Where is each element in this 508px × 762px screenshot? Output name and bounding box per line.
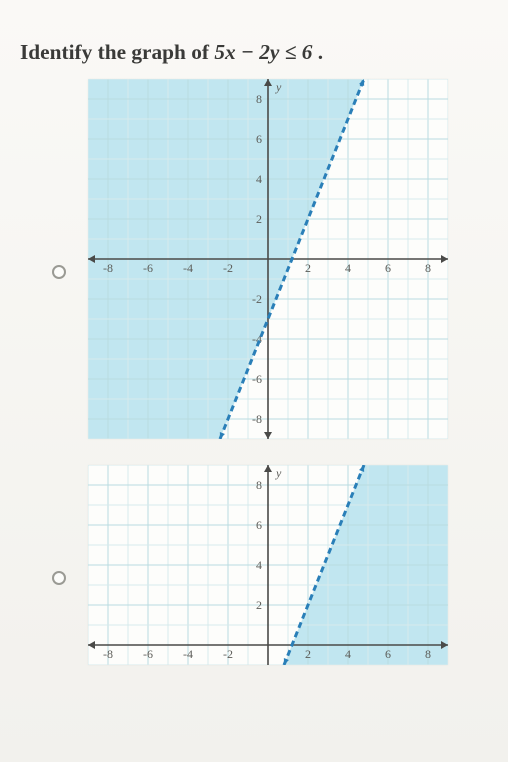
graph-B: y -8 -6 -4 -2 2 4 6 8 8 6 4 2	[88, 465, 448, 665]
svg-text:-6: -6	[143, 261, 153, 275]
svg-text:-2: -2	[252, 292, 262, 306]
graph-wrap-A: y-8-6-4-224688642-2-4-6-8	[88, 79, 448, 439]
svg-text:-4: -4	[183, 647, 193, 661]
svg-text:8: 8	[256, 478, 262, 492]
choices-container: y-8-6-4-224688642-2-4-6-8y-8-6-4-2246886…	[18, 79, 490, 691]
svg-text:6: 6	[256, 518, 262, 532]
graph-wrap-B: y -8 -6 -4 -2 2 4 6 8 8 6 4 2	[88, 465, 448, 665]
svg-text:-4: -4	[183, 261, 193, 275]
question-text: Identify the graph of 5x − 2y ≤ 6 .	[20, 40, 490, 65]
svg-text:y: y	[275, 80, 282, 94]
svg-text:y: y	[275, 466, 282, 480]
choice-row-A: y-8-6-4-224688642-2-4-6-8	[18, 79, 490, 465]
svg-text:-6: -6	[252, 372, 262, 386]
svg-text:6: 6	[256, 132, 262, 146]
toolbar-stub	[18, 12, 490, 32]
svg-text:-8: -8	[103, 261, 113, 275]
graph-A: y-8-6-4-224688642-2-4-6-8	[88, 79, 448, 439]
radio-A[interactable]	[52, 265, 66, 279]
worksheet-page: Identify the graph of 5x − 2y ≤ 6 . y -8 -…	[0, 0, 508, 762]
svg-text:6: 6	[385, 647, 391, 661]
question-suffix: .	[312, 40, 323, 64]
svg-text:2: 2	[305, 647, 311, 661]
radio-B[interactable]	[52, 571, 66, 585]
svg-text:-8: -8	[252, 412, 262, 426]
svg-text:-8: -8	[103, 647, 113, 661]
question-prefix: Identify the graph of	[20, 40, 214, 64]
svg-text:4: 4	[256, 558, 262, 572]
svg-text:8: 8	[256, 92, 262, 106]
svg-text:-2: -2	[223, 261, 233, 275]
svg-text:-6: -6	[143, 647, 153, 661]
svg-text:8: 8	[425, 261, 431, 275]
svg-text:4: 4	[256, 172, 262, 186]
question-expression: 5x − 2y ≤ 6	[214, 40, 312, 64]
svg-text:4: 4	[345, 647, 351, 661]
svg-text:2: 2	[256, 212, 262, 226]
svg-text:2: 2	[256, 598, 262, 612]
svg-text:4: 4	[345, 261, 351, 275]
svg-text:-2: -2	[223, 647, 233, 661]
svg-text:8: 8	[425, 647, 431, 661]
choice-row-B: y -8 -6 -4 -2 2 4 6 8 8 6 4 2	[18, 465, 490, 691]
svg-text:2: 2	[305, 261, 311, 275]
svg-text:6: 6	[385, 261, 391, 275]
